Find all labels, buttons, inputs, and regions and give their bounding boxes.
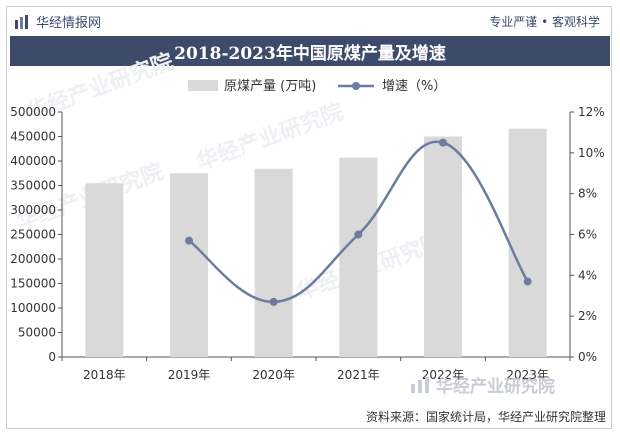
legend-marker-growth <box>352 82 360 90</box>
watermark-logo-icon <box>411 376 429 393</box>
x-tick-label: 2023年 <box>506 368 549 382</box>
y-left-tick-label: 450000 <box>10 130 56 144</box>
bar-production-2021年 <box>339 157 378 357</box>
brand[interactable]: 华经情报网 <box>14 12 101 31</box>
watermark-text-3: 华经产业研究院 <box>193 99 347 176</box>
bar-production-2022年 <box>424 136 462 357</box>
point-growth-rate-0 <box>185 236 193 245</box>
bar-production-2023年 <box>508 128 547 357</box>
y-right-tick-label: 2% <box>578 309 597 323</box>
y-left-tick-label: 500000 <box>10 105 56 119</box>
y-left-tick-label: 250000 <box>10 228 56 242</box>
bar-production-2018年 <box>85 183 124 357</box>
y-right-tick-label: 8% <box>578 187 597 201</box>
point-growth-rate-3 <box>439 138 447 147</box>
y-left-tick-label: 400000 <box>10 154 56 168</box>
y-left-tick-label: 300000 <box>10 203 56 217</box>
chart-title: 2018-2023年中国原煤产量及增速 <box>10 36 610 66</box>
x-tick-label: 2019年 <box>168 368 211 382</box>
brand-logo-icon <box>15 14 28 29</box>
x-tick-label: 2020年 <box>252 368 295 382</box>
y-right-tick-label: 0% <box>578 350 597 364</box>
point-growth-rate-4 <box>523 277 532 286</box>
point-growth-rate-1 <box>269 297 278 306</box>
legend-swatch-production <box>188 80 218 91</box>
y-left-tick-label: 350000 <box>10 179 56 193</box>
y-right-tick-label: 12% <box>578 105 605 119</box>
bar-production-2019年 <box>170 173 208 357</box>
header-bar: 华经情报网 专业严谨 • 客观科学 <box>8 8 610 36</box>
header-motto: 专业严谨 • 客观科学 <box>489 15 600 29</box>
y-left-tick-label: 0 <box>48 350 56 364</box>
bar-production-2020年 <box>254 168 293 357</box>
x-tick-label: 2018年 <box>83 368 126 382</box>
y-left-tick-label: 50000 <box>18 326 56 340</box>
brand-name: 华经情报网 <box>36 16 102 31</box>
source-note: 资料来源：国家统计局，华经产业研究院整理 <box>365 410 606 424</box>
legend-label-production: 原煤产量 (万吨) <box>224 79 316 94</box>
y-right-tick-label: 4% <box>578 268 597 282</box>
x-tick-label: 2022年 <box>422 368 465 382</box>
x-tick-label: 2021年 <box>337 368 380 382</box>
y-left-tick-label: 100000 <box>10 301 56 315</box>
legend-label-growth: 增速（%） <box>382 79 446 94</box>
y-left-tick-label: 150000 <box>10 277 56 291</box>
y-right-tick-label: 10% <box>578 146 605 160</box>
point-growth-rate-2 <box>354 230 363 239</box>
y-left-tick-label: 200000 <box>10 252 56 266</box>
watermark-text: 华经产业研究院 <box>436 377 555 397</box>
watermark-logo: 华经产业研究院 <box>410 372 555 397</box>
line-growth-rate <box>188 140 529 304</box>
y-right-tick-label: 6% <box>578 228 597 242</box>
